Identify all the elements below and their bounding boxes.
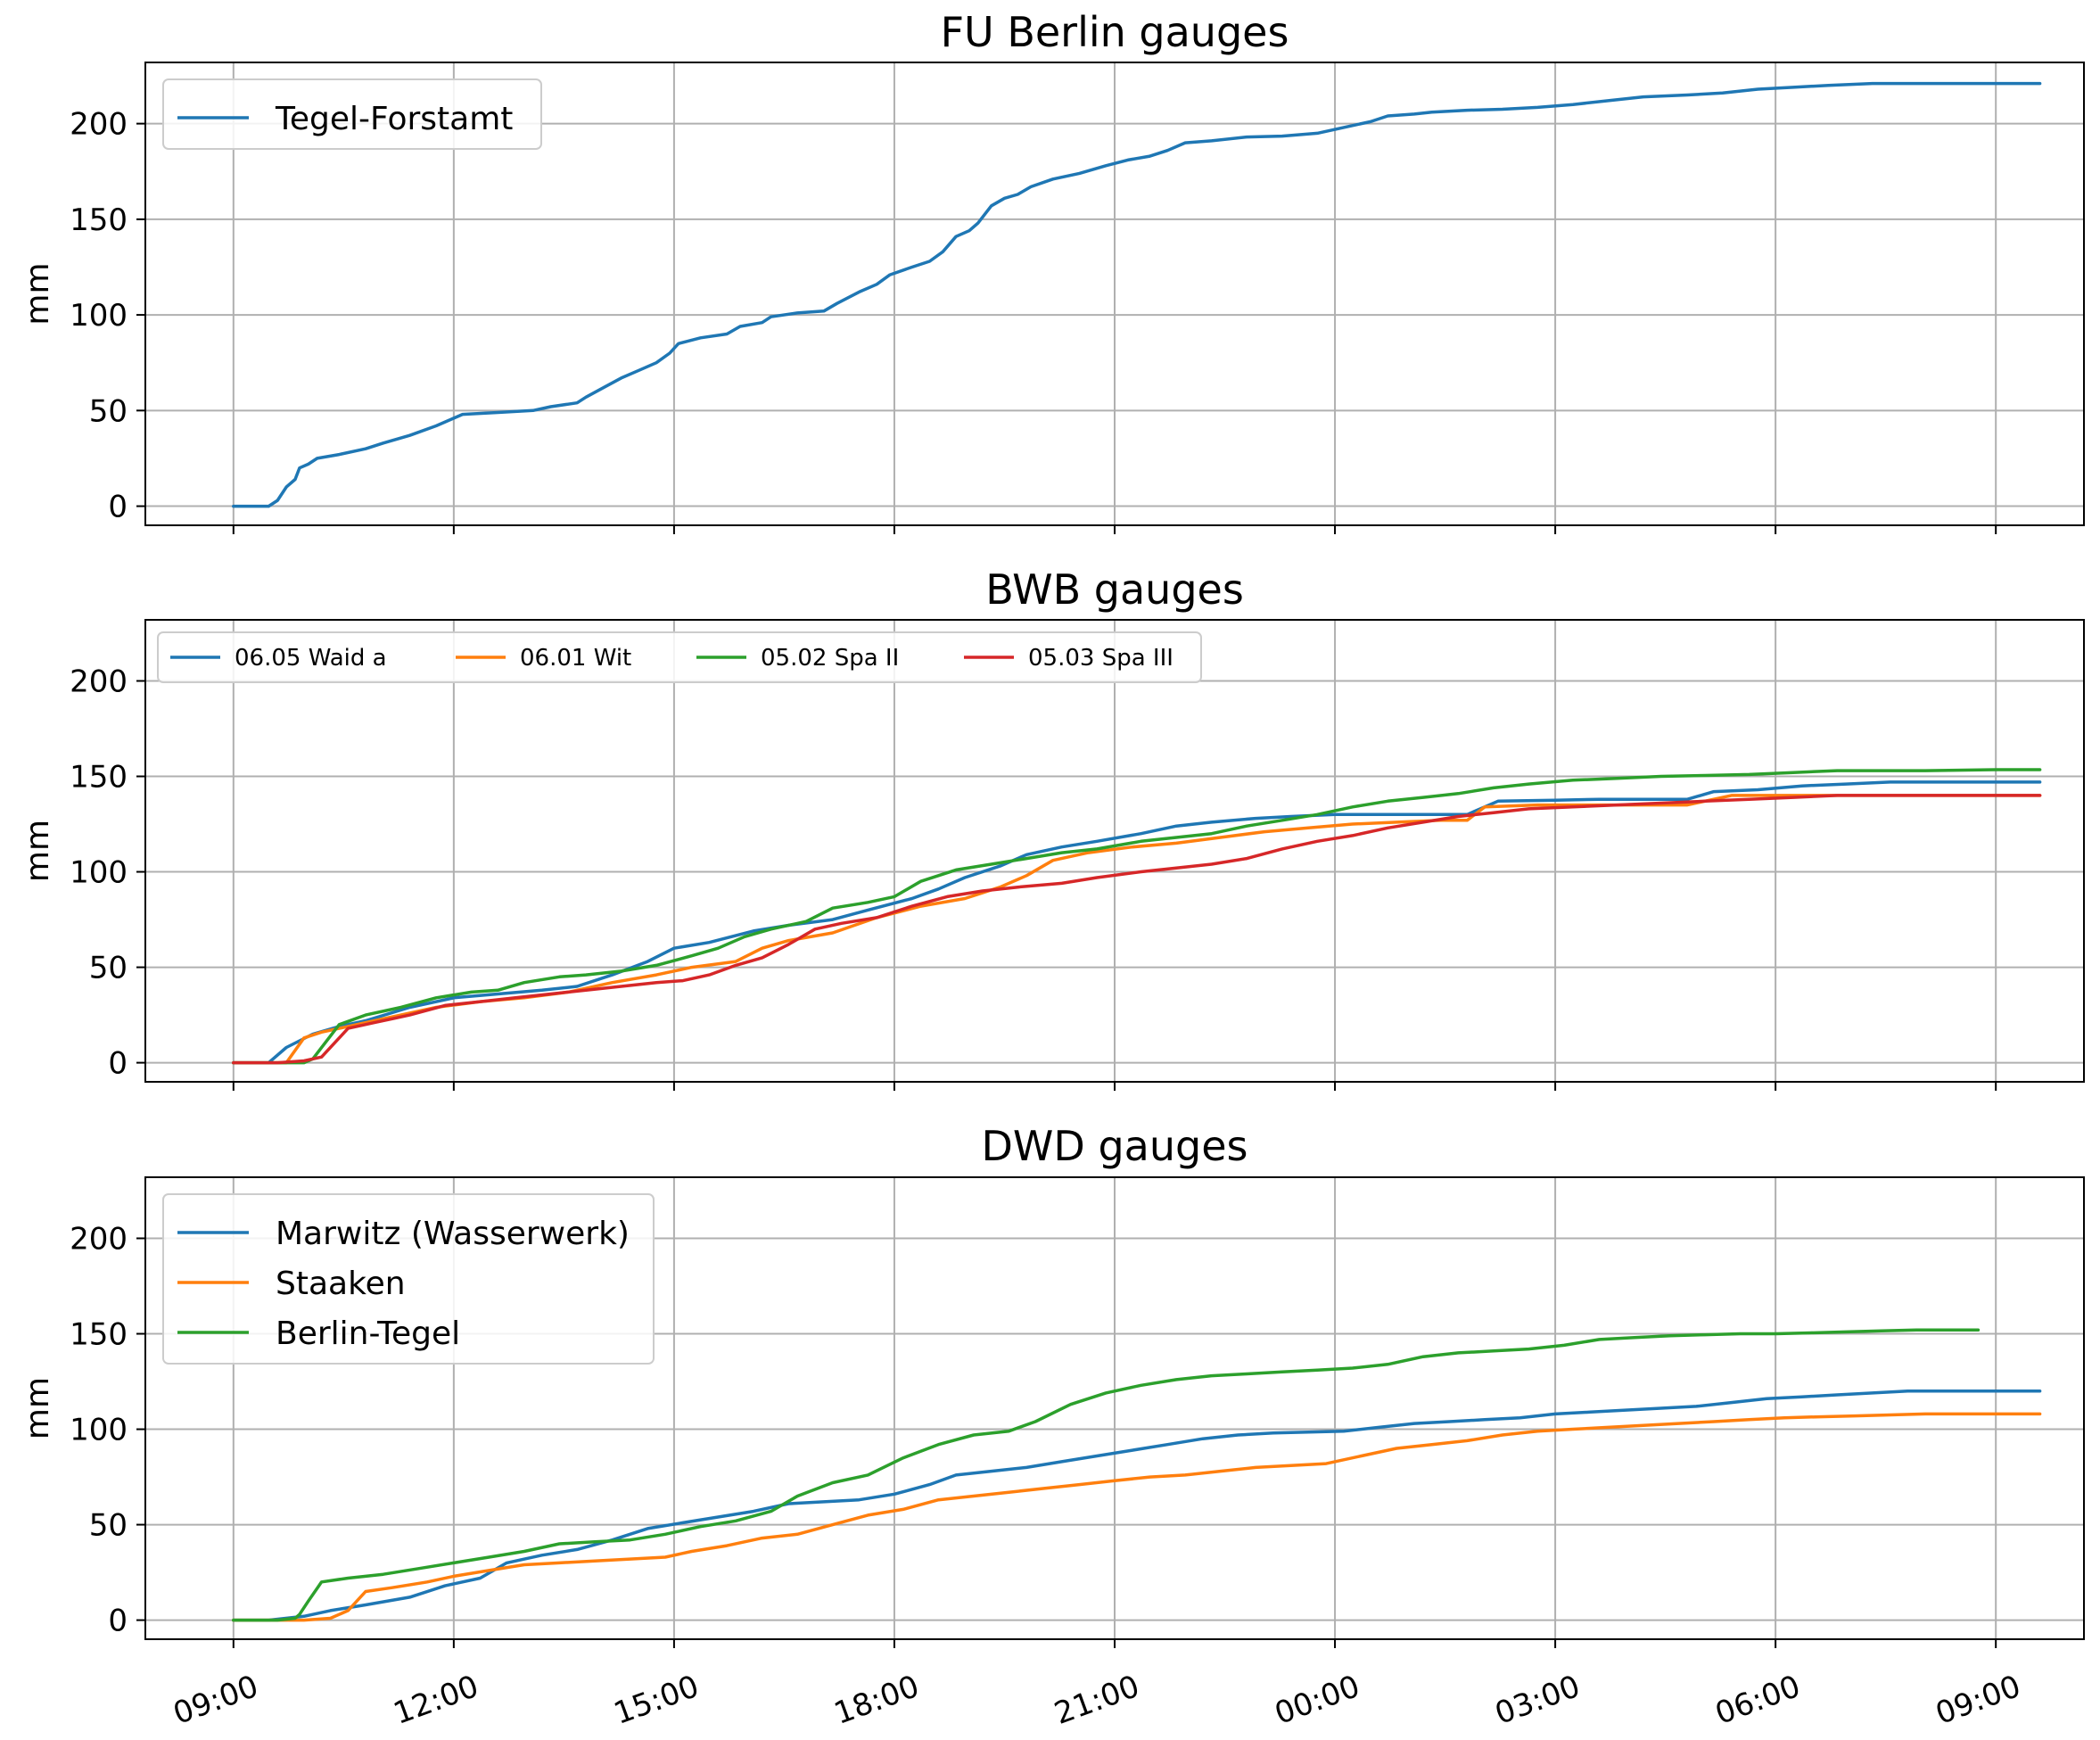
- series-line-3: [232, 768, 2042, 1065]
- y-tick-label: 0: [108, 490, 128, 525]
- plot-frame: [144, 1176, 2085, 1640]
- legend-box: [162, 78, 542, 150]
- plot-frame: [144, 619, 2085, 1083]
- y-tick-label: 100: [70, 298, 128, 334]
- y-axis-label: mm: [20, 262, 56, 325]
- legend-box: [162, 1193, 655, 1365]
- series-line-2: [232, 1412, 2042, 1622]
- series-line-4: [232, 794, 2042, 1065]
- y-tick-label: 150: [70, 202, 128, 238]
- y-tick-label: 150: [70, 1317, 128, 1353]
- chart-title: FU Berlin gauges: [941, 8, 1289, 56]
- y-tick-label: 100: [70, 855, 128, 891]
- y-tick-label: 50: [89, 393, 128, 429]
- legend-entry: Marwitz (Wasserwerk): [276, 1216, 630, 1252]
- y-tick-label: 150: [70, 760, 128, 796]
- series-line-1: [232, 1389, 2042, 1622]
- legend-entry: 05.02 Spa II: [761, 645, 899, 672]
- legend-entry: Staaken: [276, 1266, 406, 1302]
- series-line-3: [232, 1328, 1981, 1622]
- y-axis-label: mm: [20, 1377, 56, 1439]
- plot-frame: [144, 62, 2085, 526]
- series-line-1: [232, 780, 2042, 1065]
- y-axis-label: mm: [20, 820, 56, 882]
- legend-entry: Berlin-Tegel: [276, 1315, 460, 1352]
- y-tick-label: 200: [70, 1221, 128, 1257]
- y-tick-label: 200: [70, 107, 128, 143]
- y-tick-label: 100: [70, 1413, 128, 1448]
- legend-entry: 05.03 Spa III: [1028, 645, 1174, 672]
- y-tick-label: 200: [70, 664, 128, 699]
- legend: 06.05 Waid a 06.01 Wit 05.02 Spa II 05.03 S…: [157, 631, 1202, 683]
- legend-box: [157, 631, 1202, 683]
- y-tick-label: 0: [108, 1046, 128, 1082]
- chart-title: BWB gauges: [985, 565, 1244, 614]
- chart-panel-1: FU Berlin gauges mm 0 50 100 150 200 Tegel-Fors…: [20, 8, 2085, 534]
- chart-title: DWD gauges: [982, 1122, 1248, 1170]
- series-line-1: [232, 81, 2042, 508]
- legend-entry: Tegel-Forstamt: [275, 101, 513, 137]
- legend-entry: 06.01 Wit: [520, 645, 631, 672]
- y-tick-label: 50: [89, 951, 128, 986]
- y-tick-label: 50: [89, 1508, 128, 1544]
- legend: Tegel-Forstamt: [162, 78, 542, 150]
- legend: Marwitz (Wasserwerk) Staaken Berlin-Tegel: [162, 1193, 655, 1365]
- legend-entry: 06.05 Waid a: [235, 645, 387, 672]
- y-tick-label: 0: [108, 1604, 128, 1639]
